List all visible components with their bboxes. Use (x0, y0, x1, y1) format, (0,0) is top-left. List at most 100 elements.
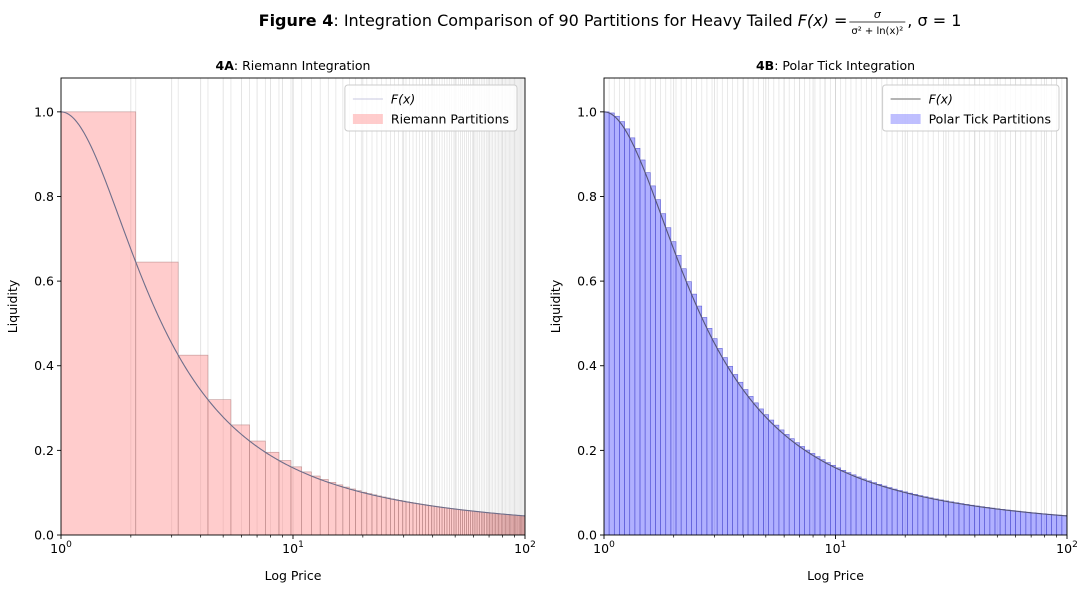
partition-bar (907, 492, 913, 535)
partition-bar (850, 474, 857, 535)
partition-bar (974, 505, 980, 535)
plot-area (604, 78, 1067, 535)
partition-bar (230, 424, 250, 535)
partition-bar (361, 491, 368, 535)
partition-bar (366, 493, 373, 535)
partition-bar (458, 509, 461, 535)
partition-bar (441, 507, 445, 535)
partition-bar (866, 480, 872, 535)
partition-bar (207, 399, 232, 535)
y-tick-label: 0.0 (34, 528, 54, 543)
partition-bar (706, 328, 713, 535)
partition-bar (701, 317, 708, 535)
x-tick-label: 100 (593, 540, 615, 556)
x-tick-label: 100 (50, 540, 72, 556)
partition-bar (804, 449, 811, 535)
partition-bar (845, 472, 852, 535)
partition-bar (444, 507, 448, 535)
partition-bar (660, 213, 667, 535)
partition-bar (912, 494, 919, 535)
partition-bar (773, 424, 780, 535)
partition-bar (608, 112, 615, 535)
y-axis-label: Liquidity (548, 279, 563, 333)
y-tick-label: 1.0 (34, 104, 54, 119)
partition-bar (737, 381, 744, 535)
partition-bar (462, 509, 465, 535)
partition-bar (451, 508, 455, 535)
partition-bar (927, 497, 934, 535)
partition-bar (177, 354, 209, 535)
partition-bar (886, 487, 893, 535)
legend: F(x) Riemann Partitions (344, 84, 518, 132)
partition-bar (948, 501, 955, 535)
partition-bar (732, 374, 739, 535)
figure-title-text: : Integration Comparison of 90 Partition… (333, 11, 797, 30)
partition-bar (768, 419, 775, 535)
partition-bar (896, 490, 903, 535)
partition-bar (135, 261, 179, 535)
partition-bar (819, 459, 826, 535)
y-tick-label: 0.2 (34, 443, 54, 458)
y-tick-label: 0.2 (577, 443, 597, 458)
partition-bar (649, 185, 656, 535)
partition-bar (619, 121, 625, 535)
partition-bar (855, 476, 862, 535)
partition-bar (1056, 514, 1063, 535)
partition-bar (412, 502, 417, 535)
partition-bar (984, 507, 991, 535)
partition-bars (604, 111, 1067, 535)
partition-bar (1010, 510, 1016, 535)
figure-formula-lhs: F(x) = (798, 11, 848, 30)
partition-bar (61, 111, 137, 535)
partition-bar (696, 305, 703, 535)
figure-title: Figure 4: Integration Comparison of 90 P… (259, 11, 848, 30)
curve-fx (61, 111, 525, 517)
legend-patch-swatch (352, 114, 383, 124)
partition-bar (1046, 513, 1052, 535)
partition-bar (747, 396, 754, 535)
grid (61, 78, 525, 535)
partition-bar (665, 227, 672, 535)
y-tick-label: 0.4 (34, 358, 54, 373)
partition-bar (830, 464, 836, 535)
partition-bar (958, 503, 965, 535)
partition-bar (655, 199, 661, 535)
partition-bar (439, 506, 443, 535)
partition-bar (963, 504, 970, 535)
partition-bar (385, 497, 391, 535)
partition-bar (290, 466, 302, 535)
partition-bar (711, 338, 718, 535)
partition-bar (301, 471, 312, 535)
y-axis-label: Liquidity (5, 279, 20, 333)
legend-label-fx: F(x) (391, 92, 415, 107)
partition-bar (979, 506, 985, 535)
partition-bar (416, 503, 420, 535)
formula-tail: , σ = 1 (907, 11, 961, 30)
panel-title-bold: 4B (756, 58, 774, 73)
partition-bar (249, 440, 266, 535)
partition-bar (460, 509, 463, 535)
partition-bar (994, 508, 1001, 535)
partition-bar (634, 148, 641, 535)
partition-bar (680, 268, 687, 535)
partition-bar (742, 389, 749, 535)
partition-bar (922, 496, 929, 535)
partition-bar (342, 486, 350, 535)
curve-fx (604, 111, 1067, 517)
panel-title: 4A: Riemann Integration (216, 58, 371, 73)
y-tick-label: 0.4 (577, 358, 597, 373)
partition-bar (390, 498, 395, 535)
partition-bar (758, 408, 764, 535)
partition-bar (449, 508, 452, 535)
partition-bar (968, 504, 975, 535)
partition-bar (422, 504, 426, 535)
partition-bar (1051, 514, 1058, 535)
partition-bar (727, 365, 733, 535)
partition-bar (691, 293, 697, 535)
x-axis-label: Log Price (807, 568, 864, 583)
partition-bar (394, 499, 399, 535)
partition-bar (278, 460, 292, 535)
partition-bar (402, 500, 407, 535)
partition-bar (1020, 511, 1027, 535)
